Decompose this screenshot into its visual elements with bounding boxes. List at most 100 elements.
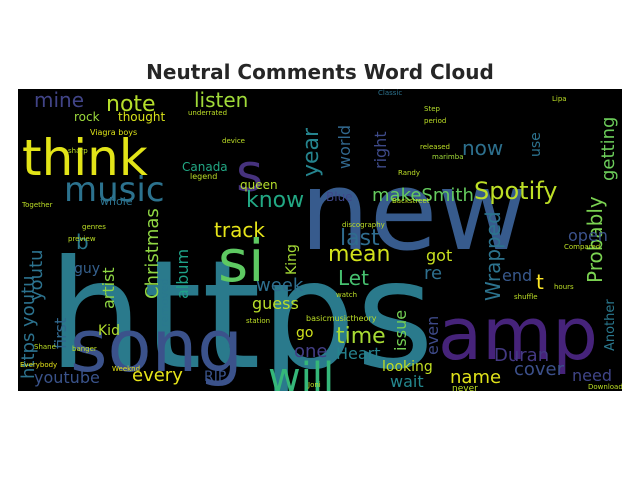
- word-guy: guy: [74, 261, 100, 277]
- word-heart: Heart: [336, 344, 381, 363]
- word-cover: cover: [514, 359, 565, 380]
- word-lipa: Lipa: [552, 95, 567, 103]
- word-year: year: [299, 127, 324, 177]
- word-go: go: [296, 325, 313, 341]
- word-viagra-boys: Viagra boys: [90, 128, 137, 137]
- word-whole: whole: [100, 195, 133, 208]
- word-album: album: [173, 249, 192, 299]
- word-another: Another: [603, 299, 618, 351]
- word-legend: legend: [190, 172, 217, 181]
- word-week: week: [256, 275, 304, 296]
- word-step: Step: [424, 105, 440, 113]
- word-never: never: [452, 384, 478, 391]
- word-preview: preview: [68, 235, 96, 243]
- word-use: use: [528, 132, 544, 157]
- word-wrapped: Wrapped: [481, 211, 505, 301]
- word-getting: getting: [598, 117, 619, 181]
- word-https: https: [48, 229, 434, 391]
- word-makesmith: makeSmith: [372, 185, 474, 206]
- word-new: new: [300, 147, 527, 275]
- word-will: will: [268, 355, 334, 391]
- word-track: track: [214, 218, 265, 242]
- word-mean: mean: [328, 242, 390, 267]
- word-sharp: sharp: [68, 147, 88, 155]
- word-si: si: [218, 227, 264, 295]
- word-compared: Compared: [564, 243, 600, 251]
- word-youtu: youtu: [26, 249, 47, 301]
- word-king: King: [284, 244, 300, 275]
- word-listen: listen: [194, 89, 248, 112]
- word-s: s: [236, 144, 263, 204]
- chart-title: Neutral Comments Word Cloud: [146, 60, 494, 84]
- cloud-background: [18, 89, 622, 391]
- word-spotify: Spotify: [474, 177, 557, 205]
- word-christmas: Christmas: [142, 208, 163, 299]
- word-joni: Joni: [307, 381, 321, 389]
- word-shuffle: shuffle: [514, 293, 538, 301]
- word-downloaded: Downloaded: [588, 383, 622, 391]
- word-know: know: [246, 188, 304, 213]
- word-genres: genres: [82, 223, 106, 231]
- word-basicmusictheory: basicmusictheory: [306, 314, 377, 323]
- word-t: t: [536, 270, 544, 294]
- word-need: need: [572, 366, 612, 385]
- word-artist: artist: [99, 267, 118, 309]
- word-probably: Probably: [583, 196, 607, 283]
- word-song: song: [70, 304, 243, 388]
- word-randy: Randy: [398, 169, 420, 177]
- word-device: device: [222, 137, 245, 145]
- word-shane: Shane: [34, 343, 56, 351]
- word-banger: banger: [72, 345, 97, 353]
- word-blue: Blue: [326, 190, 353, 204]
- word-queen: queen: [240, 178, 278, 192]
- word-underrated: underrated: [188, 109, 227, 117]
- word-one: one: [294, 341, 328, 362]
- word-time: time: [336, 324, 386, 349]
- word-even: even: [423, 316, 442, 355]
- word-watch: watch: [336, 291, 357, 299]
- word-rock: rock: [74, 110, 100, 124]
- word-classic: Classic: [378, 89, 402, 97]
- word-together: Together: [21, 201, 53, 209]
- word-thought: thought: [118, 110, 165, 124]
- word-every: every: [132, 365, 183, 386]
- word-b: b: [76, 230, 89, 254]
- word-amp: amp: [438, 292, 598, 376]
- word-marimba: marimba: [432, 153, 463, 161]
- word-world: world: [335, 125, 354, 169]
- word-duran: Duran: [494, 345, 549, 366]
- word-removed: removed: [158, 278, 171, 327]
- word-looking: looking: [382, 359, 433, 375]
- word-everybody: Everybody: [20, 361, 57, 369]
- word-canada: Canada: [182, 160, 228, 174]
- word-backstreet: Backstreet: [392, 197, 430, 205]
- word-let: Let: [338, 266, 369, 290]
- word-re: re: [424, 263, 442, 284]
- word-discography: discography: [342, 221, 385, 229]
- word-released: released: [420, 143, 450, 151]
- word-issue: issue: [391, 310, 410, 351]
- word-mine: mine: [34, 89, 84, 112]
- word-weeknd: Weeknd: [112, 365, 140, 373]
- word-think: think: [22, 129, 148, 187]
- word-got: got: [426, 246, 452, 265]
- word-guess: guess: [252, 294, 299, 313]
- word-period: period: [424, 117, 446, 125]
- word-rip: RIP: [204, 369, 226, 385]
- word-note: note: [106, 92, 156, 117]
- word-youtube: youtube: [34, 368, 100, 387]
- word-music: music: [64, 170, 165, 210]
- word-first: first: [51, 318, 70, 349]
- word-last: last: [340, 226, 380, 251]
- word-end: end: [502, 266, 532, 285]
- word-hours: hours: [554, 283, 574, 291]
- word-now: now: [462, 136, 503, 160]
- word-kid: Kid: [98, 323, 120, 339]
- word-right: right: [371, 131, 390, 169]
- word-https-youtu: https youtu: [18, 275, 39, 379]
- word-name: name: [450, 367, 501, 388]
- word-station: station: [246, 317, 270, 325]
- word-wait: wait: [390, 372, 424, 391]
- word-open: open: [568, 226, 608, 245]
